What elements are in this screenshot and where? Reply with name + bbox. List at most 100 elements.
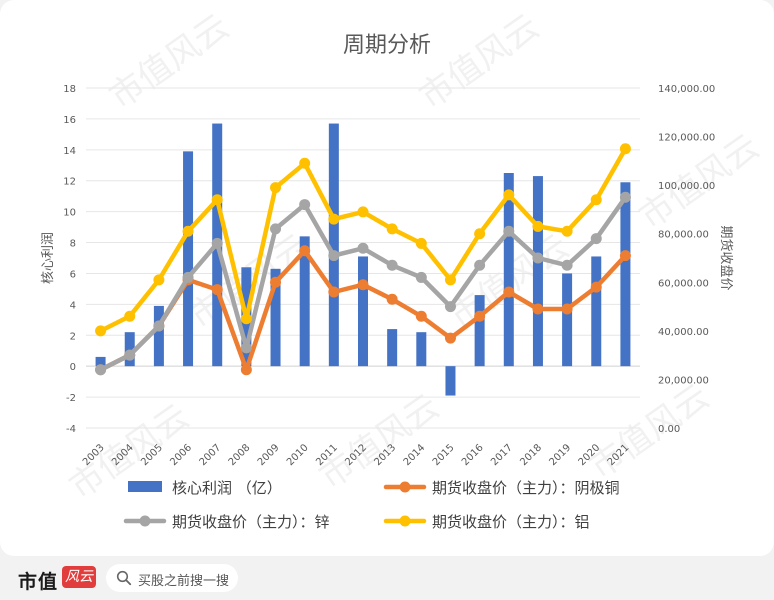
- search-icon: [116, 570, 132, 586]
- x-axis-tick-label: 2017: [489, 442, 515, 468]
- line-series-aluminum-point: [328, 213, 340, 225]
- line-series-zinc-point: [561, 259, 573, 271]
- right-axis-tick-label: 140,000.00: [658, 84, 715, 95]
- legend-bar-core-profit-swatch: [128, 481, 162, 492]
- x-axis-tick-label: 2018: [518, 442, 544, 468]
- line-series-zinc-point: [619, 191, 631, 203]
- legend-zinc-label: 期货收盘价（主力）：锌: [172, 513, 330, 531]
- line-series-zinc-point: [357, 242, 369, 254]
- left-axis-tick-label: -4: [66, 424, 76, 435]
- chart-svg: 市值风云市值风云市值风云市值风云市值风云市值风云市值风云市值风云周期分析-4-2…: [41, 7, 767, 531]
- line-series-zinc-point: [299, 199, 311, 211]
- line-series-aluminum-point: [444, 274, 456, 286]
- line-series-aluminum-point: [124, 310, 136, 322]
- bar-core-profit: [620, 182, 631, 367]
- watermark-text: 市值风云: [412, 7, 546, 118]
- line-series-aluminum-point: [590, 194, 602, 206]
- line-series-zinc-point: [503, 225, 515, 237]
- x-axis-tick-label: 2009: [256, 442, 282, 468]
- bar-core-profit: [387, 329, 398, 367]
- left-axis-tick-label: 12: [63, 177, 76, 188]
- line-series-copper-point: [357, 279, 369, 291]
- line-series-aluminum-point: [532, 220, 544, 232]
- legend-bar-core-profit-label: 核心利润 （亿）: [172, 479, 282, 497]
- watermark-text: 市值风云: [312, 387, 446, 498]
- line-series-copper-point: [561, 303, 573, 315]
- x-axis-tick-label: 2019: [547, 442, 573, 468]
- line-series-zinc-point: [474, 259, 486, 271]
- right-axis-tick-label: 120,000.00: [658, 133, 715, 144]
- line-series-aluminum-point: [182, 225, 194, 237]
- watermark-text: 市值风云: [582, 377, 716, 488]
- right-axis-tick-label: 80,000.00: [658, 230, 709, 241]
- line-series-zinc-point: [532, 252, 544, 264]
- search-box[interactable]: 买股之前搜一搜: [106, 564, 238, 592]
- line-series-aluminum-point: [386, 223, 398, 235]
- left-axis-tick-label: 8: [70, 239, 76, 250]
- bar-core-profit: [95, 356, 106, 367]
- legend-zinc-marker: [139, 515, 151, 527]
- bar-core-profit: [270, 268, 281, 367]
- line-series-copper-point: [270, 276, 282, 288]
- line-series-zinc-point: [328, 250, 340, 262]
- x-axis-tick-label: 2007: [198, 442, 224, 468]
- bar-core-profit: [299, 236, 310, 367]
- line-series-zinc-point: [153, 320, 165, 332]
- chart-card: 市值风云市值风云市值风云市值风云市值风云市值风云市值风云市值风云周期分析-4-2…: [0, 0, 774, 556]
- x-axis-tick-label: 2010: [285, 442, 311, 468]
- left-axis-tick-label: -2: [66, 393, 76, 404]
- brand-logo-badge: 风云: [62, 566, 96, 588]
- legend-copper-label: 期货收盘价（主力）：阴极铜: [432, 479, 620, 497]
- right-axis-tick-label: 0.00: [658, 424, 680, 435]
- bar-core-profit: [532, 176, 543, 367]
- line-series-aluminum-point: [270, 182, 282, 194]
- line-series-copper-point: [328, 286, 340, 298]
- legend-copper-marker: [399, 481, 411, 493]
- left-axis-tick-label: 4: [70, 300, 76, 311]
- line-series-zinc-point: [386, 259, 398, 271]
- line-series-zinc-point: [590, 233, 602, 245]
- line-series-zinc-point: [240, 342, 252, 354]
- line-series-copper-point: [532, 303, 544, 315]
- line-series-aluminum-point: [153, 274, 165, 286]
- footer-bar: 市值 风云 买股之前搜一搜: [0, 556, 774, 600]
- right-axis-title: 期货收盘价: [718, 225, 734, 290]
- bar-core-profit: [183, 151, 194, 367]
- line-series-aluminum-point: [95, 325, 107, 337]
- brand-logo-text: 市值: [18, 571, 59, 593]
- right-axis-tick-label: 20,000.00: [658, 375, 709, 386]
- right-axis-tick-label: 60,000.00: [658, 278, 709, 289]
- left-axis-tick-label: 14: [63, 146, 76, 157]
- left-axis-tick-label: 18: [63, 84, 76, 95]
- bar-core-profit: [445, 366, 456, 396]
- bar-core-profit: [591, 256, 602, 367]
- line-series-copper-point: [211, 284, 223, 296]
- line-series-zinc-point: [124, 349, 136, 361]
- search-placeholder: 买股之前搜一搜: [138, 574, 230, 589]
- line-series-copper-point: [415, 310, 427, 322]
- line-series-aluminum-point: [415, 237, 427, 249]
- bar-core-profit: [503, 173, 514, 367]
- line-series-copper-point: [299, 245, 311, 257]
- line-series-copper-point: [590, 281, 602, 293]
- x-axis-tick-label: 2016: [460, 442, 486, 468]
- line-series-copper-point: [386, 293, 398, 305]
- line-series-copper-point: [503, 286, 515, 298]
- line-series-zinc-point: [182, 271, 194, 283]
- chart-title: 周期分析: [343, 33, 431, 58]
- line-series-copper-point: [474, 310, 486, 322]
- left-axis-tick-label: 16: [63, 115, 76, 126]
- left-axis-tick-label: 0: [70, 362, 76, 373]
- right-axis-tick-label: 40,000.00: [658, 327, 709, 338]
- line-series-copper-point: [240, 364, 252, 376]
- line-series-aluminum-point: [561, 225, 573, 237]
- left-axis-title: 核心利润: [41, 232, 56, 284]
- line-series-aluminum-point: [299, 157, 311, 169]
- bar-core-profit: [562, 273, 573, 367]
- line-series-aluminum-point: [503, 189, 515, 201]
- bar-core-profit: [124, 332, 135, 367]
- x-axis-tick-label: 2008: [227, 442, 253, 468]
- line-series-aluminum-point: [240, 313, 252, 325]
- line-series-zinc-point: [211, 237, 223, 249]
- line-series-zinc-point: [415, 271, 427, 283]
